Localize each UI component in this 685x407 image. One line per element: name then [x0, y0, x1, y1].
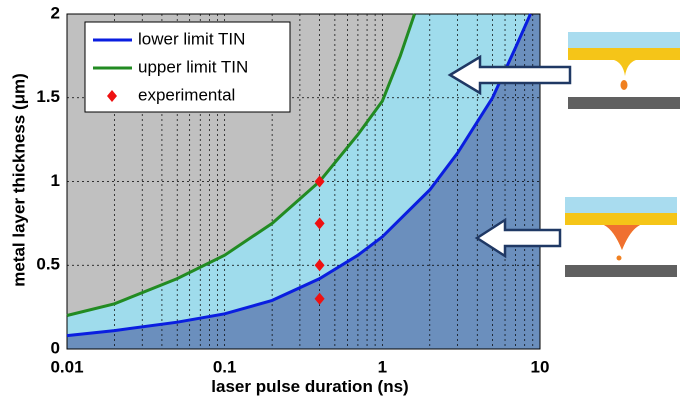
- line: [66, 13, 416, 317]
- experimental-point: [314, 175, 325, 188]
- y-axis-label: metal layer thickness (μm): [9, 73, 28, 287]
- legend-label: experimental: [138, 85, 235, 104]
- experimental-point: [314, 217, 325, 230]
- arrow-lower: [474, 217, 562, 259]
- y-tick-label: 0.5: [36, 255, 60, 274]
- x-tick-label: 1: [378, 357, 387, 376]
- x-axis-label: laser pulse duration (ns): [211, 377, 408, 396]
- region-lower: [67, 14, 540, 349]
- legend: lower limit TIN upper limit TIN experiment…: [84, 21, 291, 113]
- y-tick-label: 0: [51, 338, 60, 357]
- line: [66, 13, 532, 338]
- y-tick-label: 1: [51, 171, 60, 190]
- legend-swatch: [107, 90, 117, 102]
- experimental-point: [314, 259, 325, 272]
- legend-label: upper limit TIN: [138, 57, 248, 76]
- plot-frame: [66, 13, 541, 350]
- x-tick-label: 10: [531, 357, 550, 376]
- experimental-point: [314, 292, 325, 305]
- schematic-upper: [568, 32, 680, 109]
- y-tick-label: 2: [51, 3, 60, 22]
- arrow-upper: [447, 54, 572, 96]
- schematic-lower: [565, 197, 677, 277]
- y-tick-label: 1.5: [36, 87, 60, 106]
- x-tick-label: 0.01: [50, 357, 83, 376]
- legend-label: lower limit TIN: [138, 29, 245, 48]
- x-tick-label: 0.1: [213, 357, 237, 376]
